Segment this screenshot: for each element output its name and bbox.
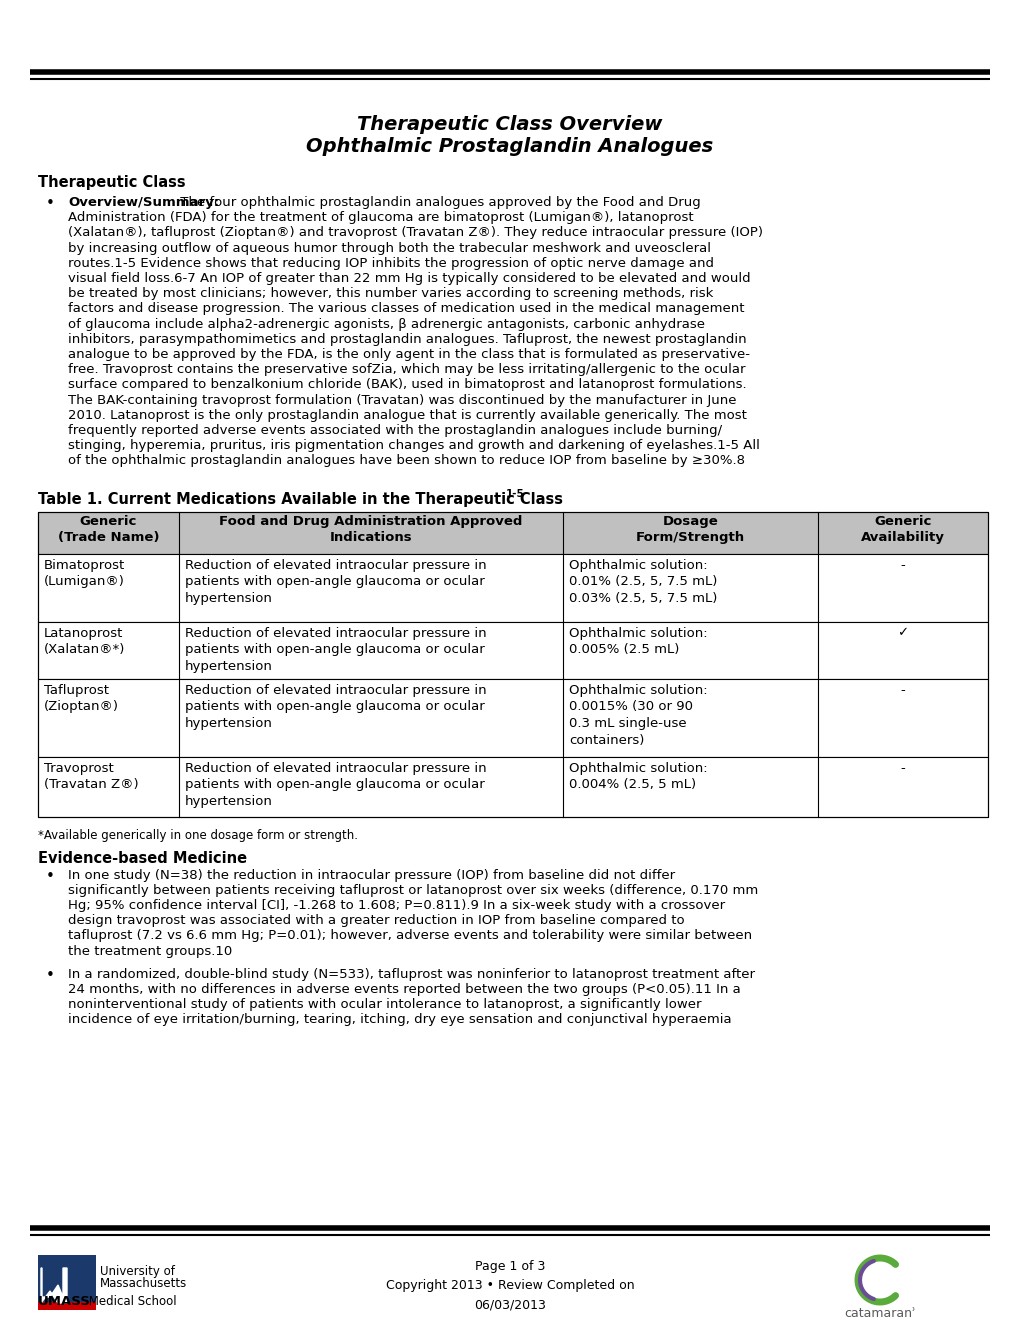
Bar [38,1302,96,1309]
Bar [38,1255,96,1309]
Text: Generic
(Trade Name): Generic (Trade Name) [57,515,159,544]
Text: Dosage
Form/Strength: Dosage Form/Strength [636,515,745,544]
Bar [38,756,987,817]
Text: Administration (FDA) for the treatment of glaucoma are bimatoprost (Lumigan®), l: Administration (FDA) for the treatment o… [68,211,693,224]
Bar [38,512,987,817]
Text: visual field loss.6-7 An IOP of greater than 22 mm Hg is typically considered to: visual field loss.6-7 An IOP of greater … [68,272,750,285]
Text: noninterventional study of patients with ocular intolerance to latanoprost, a si: noninterventional study of patients with… [68,998,701,1011]
Text: Overview/Summary:: Overview/Summary: [68,195,219,209]
Text: stinging, hyperemia, pruritus, iris pigmentation changes and growth and darkenin: stinging, hyperemia, pruritus, iris pigm… [68,440,759,453]
Text: *Available generically in one dosage form or strength.: *Available generically in one dosage for… [38,829,358,842]
Text: In a randomized, double-blind study (N=533), tafluprost was noninferior to latan: In a randomized, double-blind study (N=5… [68,968,754,981]
Text: Therapeutic Class Overview: Therapeutic Class Overview [357,115,662,135]
Text: Therapeutic Class: Therapeutic Class [38,176,185,190]
Text: Latanoprost
(Xalatan®*): Latanoprost (Xalatan®*) [44,627,125,656]
Text: In one study (N=38) the reduction in intraocular pressure (IOP) from baseline di: In one study (N=38) the reduction in int… [68,869,675,882]
Bar [38,678,987,756]
Text: Page 1 of 3
Copyright 2013 • Review Completed on
06/03/2013: Page 1 of 3 Copyright 2013 • Review Comp… [385,1261,634,1311]
Text: The BAK-containing travoprost formulation (Travatan) was discontinued by the man: The BAK-containing travoprost formulatio… [68,393,736,407]
Text: of the ophthalmic prostaglandin analogues have been shown to reduce IOP from bas: of the ophthalmic prostaglandin analogue… [68,454,744,467]
Text: -: - [900,684,905,697]
Text: be treated by most clinicians; however, this number varies according to screenin: be treated by most clinicians; however, … [68,288,712,300]
Text: Hg; 95% confidence interval [CI], -1.268 to 1.608; P=0.811).9 In a six-week stud: Hg; 95% confidence interval [CI], -1.268… [68,899,725,912]
Bar [38,622,987,678]
Text: routes.1-5 Evidence shows that reducing IOP inhibits the progression of optic ne: routes.1-5 Evidence shows that reducing … [68,257,713,269]
Text: tafluprost (7.2 vs 6.6 mm Hg; P=0.01); however, adverse events and tolerability : tafluprost (7.2 vs 6.6 mm Hg; P=0.01); h… [68,929,751,942]
Text: Ophthalmic solution:
0.0015% (30 or 90
0.3 mL single-use
containers): Ophthalmic solution: 0.0015% (30 or 90 0… [569,684,707,747]
Text: factors and disease progression. The various classes of medication used in the m: factors and disease progression. The var… [68,302,744,315]
Text: Massachusetts: Massachusetts [100,1276,187,1290]
Text: free. Travoprost contains the preservative sofZia, which may be less irritating/: free. Travoprost contains the preservati… [68,363,745,376]
Text: •: • [46,869,55,883]
Text: Reduction of elevated intraocular pressure in
patients with open-angle glaucoma : Reduction of elevated intraocular pressu… [184,762,486,808]
Text: Bimatoprost
(Lumigan®): Bimatoprost (Lumigan®) [44,558,125,589]
Text: Reduction of elevated intraocular pressure in
patients with open-angle glaucoma : Reduction of elevated intraocular pressu… [184,627,486,673]
Text: (Xalatan®), tafluprost (Zioptan®) and travoprost (Travatan Z®). They reduce intr: (Xalatan®), tafluprost (Zioptan®) and tr… [68,227,762,239]
Text: Ophthalmic solution:
0.01% (2.5, 5, 7.5 mL)
0.03% (2.5, 5, 7.5 mL): Ophthalmic solution: 0.01% (2.5, 5, 7.5 … [569,558,717,605]
Bar [38,512,987,553]
Text: The four ophthalmic prostaglandin analogues approved by the Food and Drug: The four ophthalmic prostaglandin analog… [176,195,700,209]
Text: by increasing outflow of aqueous humor through both the trabecular meshwork and : by increasing outflow of aqueous humor t… [68,242,710,255]
Text: design travoprost was associated with a greater reduction in IOP from baseline c: design travoprost was associated with a … [68,915,684,927]
Text: inhibitors, parasympathomimetics and prostaglandin analogues. Tafluprost, the ne: inhibitors, parasympathomimetics and pro… [68,333,746,346]
Text: 2010. Latanoprost is the only prostaglandin analogue that is currently available: 2010. Latanoprost is the only prostaglan… [68,409,746,422]
Text: 24 months, with no differences in adverse events reported between the two groups: 24 months, with no differences in advers… [68,983,740,997]
Polygon shape [41,1269,67,1303]
Text: -: - [900,558,905,572]
Text: Evidence-based Medicine: Evidence-based Medicine [38,850,247,866]
Bar [38,553,987,622]
Text: UMASS: UMASS [38,1295,91,1308]
Text: Ophthalmic Prostaglandin Analogues: Ophthalmic Prostaglandin Analogues [306,137,713,156]
Text: •: • [46,195,55,211]
Text: Reduction of elevated intraocular pressure in
patients with open-angle glaucoma : Reduction of elevated intraocular pressu… [184,558,486,605]
Text: University of: University of [100,1265,174,1278]
Text: Food and Drug Administration Approved
Indications: Food and Drug Administration Approved In… [219,515,522,544]
Text: 1-5: 1-5 [505,488,524,499]
Text: Table 1. Current Medications Available in the Therapeutic Class: Table 1. Current Medications Available i… [38,491,562,507]
Text: significantly between patients receiving tafluprost or latanoprost over six week: significantly between patients receiving… [68,884,757,896]
Text: •: • [46,968,55,983]
Text: incidence of eye irritation/burning, tearing, itching, dry eye sensation and con: incidence of eye irritation/burning, tea… [68,1014,731,1027]
Text: Ophthalmic solution:
0.005% (2.5 mL): Ophthalmic solution: 0.005% (2.5 mL) [569,627,707,656]
Text: Tafluprost
(Zioptan®): Tafluprost (Zioptan®) [44,684,119,713]
Text: catamaranʾ: catamaranʾ [844,1307,915,1320]
Text: ✓: ✓ [897,627,908,640]
Text: Travoprost
(Travatan Z®): Travoprost (Travatan Z®) [44,762,139,792]
Text: surface compared to benzalkonium chloride (BAK), used in bimatoprost and latanop: surface compared to benzalkonium chlorid… [68,379,746,392]
Text: Reduction of elevated intraocular pressure in
patients with open-angle glaucoma : Reduction of elevated intraocular pressu… [184,684,486,730]
Text: the treatment groups.10: the treatment groups.10 [68,945,232,957]
Text: Ophthalmic solution:
0.004% (2.5, 5 mL): Ophthalmic solution: 0.004% (2.5, 5 mL) [569,762,707,792]
Text: -: - [900,762,905,775]
Text: of glaucoma include alpha2-adrenergic agonists, β adrenergic antagonists, carbon: of glaucoma include alpha2-adrenergic ag… [68,318,704,330]
Text: frequently reported adverse events associated with the prostaglandin analogues i: frequently reported adverse events assoc… [68,424,721,437]
Text: Medical School: Medical School [85,1295,176,1308]
Text: analogue to be approved by the FDA, is the only agent in the class that is formu: analogue to be approved by the FDA, is t… [68,348,749,360]
Text: Generic
Availability: Generic Availability [860,515,944,544]
